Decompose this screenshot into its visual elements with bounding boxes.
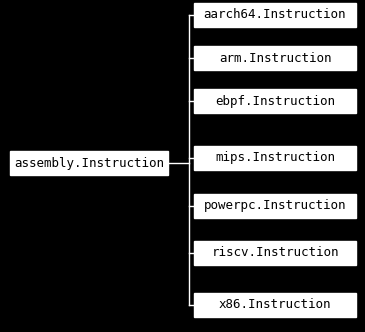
Text: x86.Instruction: x86.Instruction	[219, 298, 331, 311]
Text: powerpc.Instruction: powerpc.Instruction	[204, 200, 346, 212]
FancyBboxPatch shape	[194, 241, 356, 265]
Text: assembly.Instruction: assembly.Instruction	[14, 156, 164, 170]
FancyBboxPatch shape	[194, 3, 356, 27]
Text: mips.Instruction: mips.Instruction	[215, 151, 335, 164]
Text: aarch64.Instruction: aarch64.Instruction	[204, 9, 346, 22]
FancyBboxPatch shape	[194, 146, 356, 170]
Text: arm.Instruction: arm.Instruction	[219, 51, 331, 64]
FancyBboxPatch shape	[194, 293, 356, 317]
FancyBboxPatch shape	[194, 194, 356, 218]
FancyBboxPatch shape	[194, 46, 356, 70]
FancyBboxPatch shape	[194, 89, 356, 113]
Text: riscv.Instruction: riscv.Instruction	[211, 246, 339, 260]
Text: ebpf.Instruction: ebpf.Instruction	[215, 95, 335, 108]
FancyBboxPatch shape	[10, 151, 168, 175]
